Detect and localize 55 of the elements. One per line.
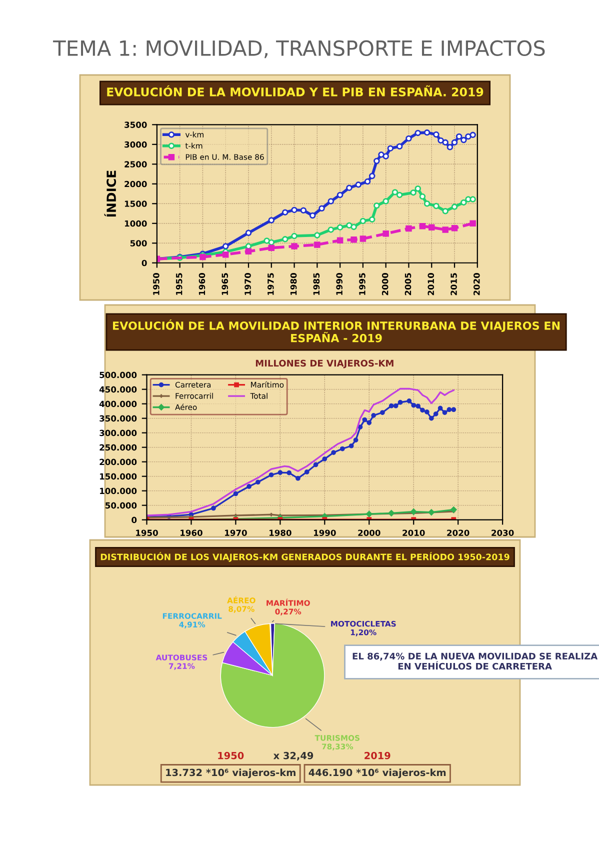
- y-tick-label: 3500: [124, 122, 147, 128]
- y-tick-label: 200.000: [100, 458, 137, 466]
- y-tick-label: 0: [142, 260, 147, 266]
- y-tick-label: 0: [132, 516, 137, 524]
- x-tick-label: 1995: [359, 273, 366, 295]
- x-tick-label: 1990: [336, 273, 342, 295]
- x-tick-label: 1975: [268, 273, 274, 295]
- x-tick-label: 1965: [222, 273, 228, 295]
- y-tick-label: 350.000: [100, 415, 137, 422]
- x-tick-label: 1960: [180, 530, 202, 536]
- y-tick-label: 250.000: [100, 444, 137, 451]
- x-tick-label: 1990: [314, 530, 336, 536]
- y-tick-label: 100.000: [100, 488, 137, 494]
- text: 2019: [364, 752, 390, 760]
- x-tick-label: 2005: [404, 273, 412, 296]
- x-tick-label: 2000: [382, 273, 388, 296]
- x-tick-label: 1970: [244, 273, 251, 295]
- x-tick-label: 2020: [447, 530, 470, 536]
- y-tick-label: 150.000: [100, 473, 137, 480]
- y-tick-label: 2000: [124, 180, 147, 188]
- text: TEMA 1: MOVILIDAD, TRANSPORTE E IMPACTOS: [53, 40, 545, 58]
- text: EL 86,74% DE LA NUEVA MOVILIDAD SE REALIZA EN VEHÍCULOS DE CARRETERA: [352, 652, 598, 670]
- x-tick-label: 1980: [270, 530, 292, 536]
- x-tick-label: 2010: [402, 530, 425, 536]
- y-tick-label: 50.000: [106, 502, 137, 509]
- text: 446.190 *10⁶ viajeros-km: [308, 768, 446, 778]
- x-tick-label: 2010: [428, 273, 434, 296]
- x-tick-label: 1955: [176, 273, 182, 295]
- x-tick-label: 1950: [153, 273, 160, 295]
- y-tick-label: 3000: [124, 141, 147, 148]
- x-tick-label: 2020: [474, 273, 480, 296]
- chart-subtitle: MILLONES DE VIAJEROS-KM: [256, 360, 394, 368]
- y-tick-label: 500: [130, 240, 147, 246]
- y-tick-label: 300.000: [100, 430, 137, 436]
- x-tick-label: 1960: [198, 273, 206, 295]
- x-tick-label: 1980: [290, 273, 297, 295]
- chart-title: DISTRIBUCIÓN DE LOS VIAJEROS-KM GENERADOS DURANTE EL PERÍODO 1950-2019: [100, 552, 510, 562]
- chart-title: EVOLUCIÓN DE LA MOVILIDAD Y EL PIB EN ESPAÑA. 2019: [107, 85, 484, 96]
- y-tick-label: 400.000: [99, 400, 137, 408]
- x-tick-label: 2000: [358, 530, 380, 536]
- y-tick-label: 500.000: [100, 372, 137, 378]
- x-tick-label: 2015: [450, 273, 457, 296]
- y-axis-title: ÍNDICE: [104, 170, 116, 217]
- x-tick-label: 1950: [136, 530, 158, 536]
- x-tick-label: 2030: [492, 530, 514, 536]
- text: 13.732 *10⁶ viajeros-km: [166, 768, 296, 778]
- chart-title: EVOLUCIÓN DE LA MOVILIDAD INTERIOR INTERURBANA DE VIAJEROS EN ESPAÑA - 2019: [113, 319, 560, 342]
- text: 1950: [218, 752, 244, 760]
- y-tick-label: 450.000: [99, 386, 137, 393]
- x-tick-label: 1970: [225, 530, 247, 536]
- text: x 32,49: [273, 752, 314, 760]
- x-tick-label: 1985: [313, 273, 320, 295]
- y-tick-label: 2500: [124, 161, 147, 168]
- y-tick-label: 1500: [124, 200, 147, 207]
- y-tick-label: 1000: [124, 220, 147, 227]
